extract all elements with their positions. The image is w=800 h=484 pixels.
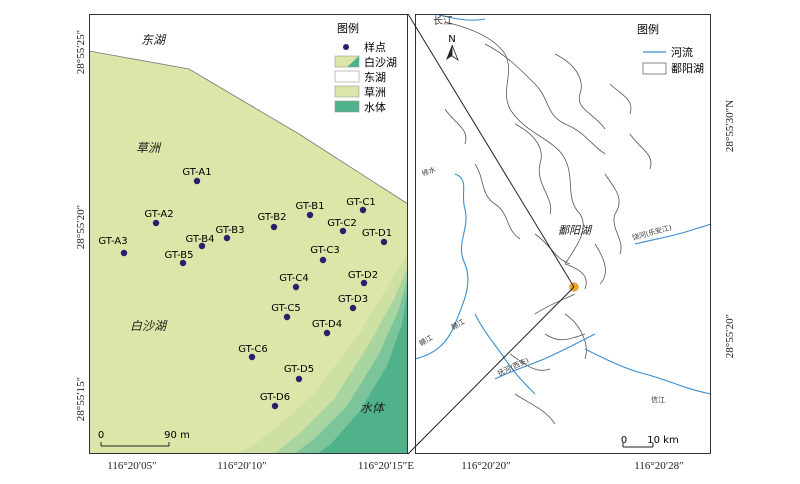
sample-point-label: GT-B3 (215, 225, 244, 236)
left-legend: 图例 样点 白沙湖 东湖 草洲 水体 (334, 21, 397, 114)
sample-point-label: GT-D5 (284, 364, 314, 375)
right-scale-bar: 0 10 km (621, 435, 679, 448)
water-body (317, 286, 408, 454)
left-x-tick: 116°20′15″E (357, 460, 415, 472)
sample-point-gt-d5[interactable]: GT-D5 (284, 364, 314, 383)
legend-swatch-white-sand-lake (334, 55, 360, 68)
sample-point-label: GT-B2 (257, 212, 286, 223)
sample-point-gt-a3[interactable]: GT-A3 (98, 236, 128, 257)
sample-point-gt-c4[interactable]: GT-C4 (279, 273, 309, 291)
left-map: 东湖 草洲 白沙湖 水体 GT-A1 GT-A2 GT-A3 GT-B1 GT-… (88, 14, 409, 454)
scale-bar-length: 10 km (647, 435, 678, 446)
river-label: 信江 (651, 395, 665, 404)
sample-point-gt-c6[interactable]: GT-C6 (238, 344, 268, 361)
site-marker[interactable] (569, 282, 579, 292)
left-scale-bar: 0 90 m (98, 430, 190, 447)
sample-point-gt-c1[interactable]: GT-C1 (346, 197, 376, 214)
scale-bar-zero: 0 (98, 430, 104, 441)
legend-item-label: 水体 (364, 100, 386, 114)
sample-points: GT-A1 GT-A2 GT-A3 GT-B1 GT-B2 GT-B3 GT-B… (98, 167, 392, 410)
right-legend: 图例 河流 鄱阳湖 (637, 22, 704, 75)
sample-point-label: GT-C4 (279, 273, 309, 284)
sample-point-label: GT-C5 (271, 303, 301, 314)
sample-point-label: GT-A2 (144, 209, 173, 220)
legend-swatch-grass-beach (334, 85, 360, 98)
sample-point-gt-d6[interactable]: GT-D6 (260, 392, 290, 410)
right-x-tick: 116°20′28″ (634, 460, 684, 472)
scale-bar-length: 90 m (164, 430, 190, 441)
legend-title: 图例 (337, 21, 359, 35)
right-x-tick: 116°20′20″ (461, 460, 511, 472)
sample-point-label: GT-B4 (185, 234, 214, 245)
lake-label: 鄱阳湖 (558, 224, 593, 237)
legend-item-label: 河流 (671, 45, 693, 59)
legend-swatch-east-lake (334, 70, 360, 83)
sample-point-gt-c5[interactable]: GT-C5 (271, 303, 301, 321)
river-raohe (634, 223, 712, 245)
region-label-white-sand-lake: 白沙湖 (130, 319, 168, 333)
legend-item-label: 白沙湖 (364, 55, 397, 69)
sample-point-gt-b5[interactable]: GT-B5 (164, 250, 194, 267)
sample-point-label: GT-D2 (348, 270, 378, 281)
left-x-tick: 116°20′10″ (217, 460, 267, 472)
sample-point-label: GT-C2 (327, 218, 357, 229)
legend-item-label: 东湖 (364, 71, 386, 84)
river-xinjiang (584, 348, 712, 395)
sample-point-gt-c2[interactable]: GT-C2 (327, 218, 357, 235)
left-y-tick: 28°55′15″ (75, 376, 87, 422)
legend-item-label: 草洲 (364, 86, 386, 99)
sample-point-gt-d1[interactable]: GT-D1 (362, 228, 392, 246)
river-label: 长江 (433, 15, 453, 27)
legend-lake-symbol (642, 62, 667, 75)
right-map-canvas: 鄱阳湖 长江 修水 赣江 赣江 抚河(西支) 饶河(乐安江) 信江 N 图例 河… (414, 13, 712, 454)
legend-swatch-water-body (334, 100, 360, 113)
scale-bar-zero: 0 (621, 435, 627, 446)
left-y-tick: 28°55′20″ (75, 204, 87, 250)
sample-point-label: GT-C1 (346, 197, 376, 208)
sample-point-gt-b3[interactable]: GT-B3 (215, 225, 245, 242)
sample-point-label: GT-A1 (182, 167, 211, 178)
sample-point-gt-d3[interactable]: GT-D3 (338, 294, 368, 312)
left-x-tick: 116°20′05″ (107, 460, 157, 472)
sample-point-label: GT-D4 (312, 319, 342, 330)
sample-point-gt-b4[interactable]: GT-B4 (185, 234, 215, 250)
sample-point-label: GT-B1 (295, 201, 324, 212)
legend-item-label: 样点 (364, 40, 386, 54)
region-label-east-lake: 东湖 (141, 33, 167, 47)
region-label-grass-beach: 草洲 (136, 141, 162, 155)
sample-point-gt-a1[interactable]: GT-A1 (182, 167, 212, 185)
legend-title: 图例 (637, 22, 659, 36)
right-y-tick: 28°55′30″N (724, 99, 736, 153)
left-map-canvas: 东湖 草洲 白沙湖 水体 GT-A1 GT-A2 GT-A3 GT-B1 GT-… (88, 14, 409, 454)
sample-point-label: GT-B5 (164, 250, 193, 261)
sample-point-label: GT-C3 (310, 245, 340, 256)
left-map-frame (89, 14, 408, 454)
sample-point-label: GT-A3 (98, 236, 127, 247)
sample-point-gt-d4[interactable]: GT-D4 (312, 319, 342, 337)
right-map: 鄱阳湖 长江 修水 赣江 赣江 抚河(西支) 饶河(乐安江) 信江 N 图例 河… (414, 13, 712, 454)
sample-point-gt-b1[interactable]: GT-B1 (295, 201, 325, 219)
sample-point-gt-a2[interactable]: GT-A2 (144, 209, 174, 227)
east-lake-shoreline (88, 50, 409, 205)
sample-point-label: GT-D3 (338, 294, 368, 305)
east-lake-area (89, 14, 408, 204)
legend-point-symbol (343, 44, 349, 50)
region-label-water-body: 水体 (360, 401, 386, 415)
sample-point-gt-d2[interactable]: GT-D2 (348, 270, 378, 287)
sample-point-label: GT-D6 (260, 392, 290, 403)
sample-point-gt-c3[interactable]: GT-C3 (310, 245, 340, 264)
sample-point-gt-b2[interactable]: GT-B2 (257, 212, 287, 231)
legend-item-label: 鄱阳湖 (671, 62, 704, 75)
left-y-tick: 28°55′25″ (75, 29, 87, 75)
right-y-tick: 28°55′20″ (724, 313, 736, 359)
north-label: N (448, 34, 455, 45)
sample-point-label: GT-C6 (238, 344, 268, 355)
sample-point-label: GT-D1 (362, 228, 392, 239)
